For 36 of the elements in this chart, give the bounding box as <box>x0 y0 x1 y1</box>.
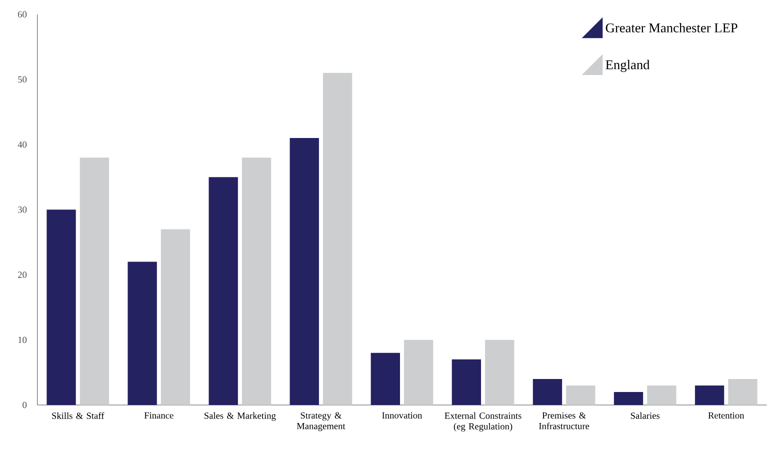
bar <box>647 385 676 405</box>
bar <box>452 359 482 405</box>
y-tick-label: 50 <box>18 76 27 83</box>
y-tick-label: 60 <box>18 11 27 18</box>
x-tick-label: Skills & Staff <box>52 412 104 419</box>
bar <box>614 392 644 405</box>
x-tick-label: Salaries <box>630 412 660 419</box>
bar <box>566 385 596 405</box>
x-tick-label: Innovation <box>382 412 422 419</box>
bar <box>532 378 562 405</box>
y-tick-label: 20 <box>18 272 27 278</box>
bar <box>208 177 238 405</box>
bar <box>242 158 272 405</box>
legend-label: England <box>606 60 650 72</box>
x-tick-label: Finance <box>144 412 174 419</box>
legend-label: Greater Manchester LEP <box>606 23 738 32</box>
y-tick-label: 40 <box>18 141 27 148</box>
bar <box>404 340 434 405</box>
bar <box>694 385 724 405</box>
bar <box>370 352 400 405</box>
bar <box>128 262 157 405</box>
bar <box>80 158 110 405</box>
bar <box>290 138 319 405</box>
x-tick-label: Sales & Marketing <box>204 412 276 421</box>
y-tick-label: 30 <box>18 206 27 213</box>
x-tick-label: External Constraints (eg Regulation) <box>444 412 522 432</box>
y-tick-label: 0 <box>22 402 27 408</box>
bar <box>322 72 352 405</box>
y-tick-label: 10 <box>18 336 27 344</box>
bar <box>46 210 76 405</box>
bar <box>160 229 190 405</box>
bar <box>485 340 514 405</box>
x-tick-label: Retention <box>708 412 744 419</box>
x-tick-label: Premises & Infrastructure <box>539 412 590 430</box>
bar <box>728 378 758 405</box>
x-tick-label: Strategy & Management <box>296 412 346 432</box>
